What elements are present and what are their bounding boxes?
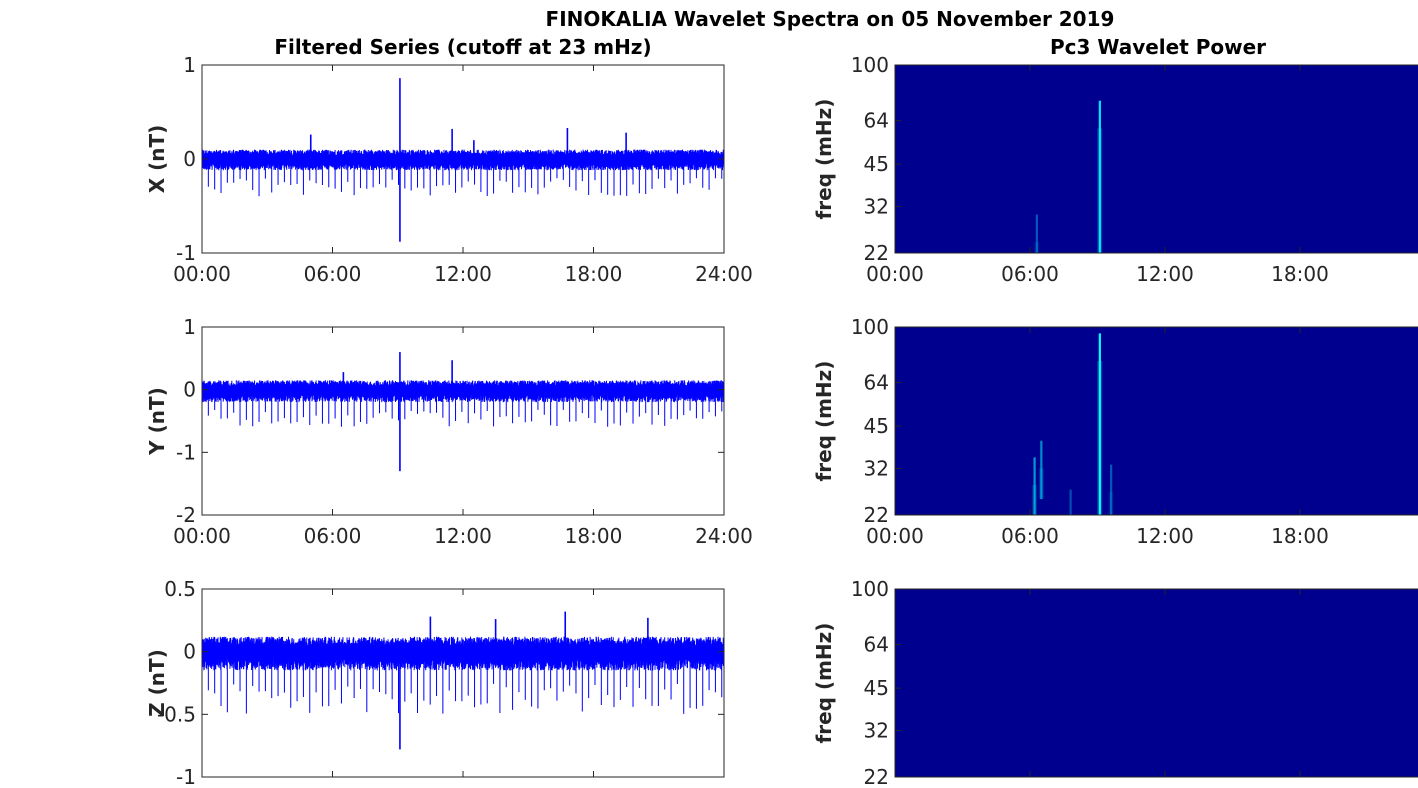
power-glow [1034, 242, 1040, 253]
y-axis-label: X (nT) [145, 125, 169, 194]
y-axis-label: freq (mHz) [812, 623, 836, 744]
plot-content [202, 611, 724, 750]
y-tick-label: 1 [183, 315, 196, 339]
y-tick-label: -1 [176, 241, 196, 265]
y-axis-label: Z (nT) [145, 649, 169, 717]
y-tick-label: -1 [176, 440, 196, 464]
power-glow [1038, 468, 1044, 500]
x-tick-label: 00:00 [173, 524, 231, 548]
plot-content [202, 352, 724, 472]
x-tick-label: 12:00 [434, 262, 492, 286]
spectrum-background [895, 327, 1418, 515]
x-tick-label: 18:00 [565, 262, 623, 286]
panel-filtered-x: 1 0 -100:00 06:00 12:00 18:00 24:00 X (nT) [145, 53, 753, 286]
y-tick-label: 0 [183, 378, 196, 402]
y-tick-label: 64 [864, 370, 889, 394]
x-tick-label: 18:00 [565, 524, 623, 548]
y-tick-label: 45 [864, 676, 889, 700]
x-tick-label: 18:00 [1271, 524, 1329, 548]
power-streak [1035, 214, 1038, 253]
x-tick-label: 00:00 [866, 524, 924, 548]
y-tick-label: 1 [183, 53, 196, 77]
y-tick-label: 32 [864, 456, 889, 480]
y-tick-label: 22 [864, 241, 889, 265]
x-tick-label: 00:00 [173, 262, 231, 286]
axes-frame [201, 326, 725, 516]
y-axis-label: Y (nT) [145, 387, 169, 456]
power-streak [1110, 464, 1113, 515]
y-tick-label: 64 [864, 108, 889, 132]
figure-title: FINOKALIA Wavelet Spectra on 05 November… [546, 7, 1115, 31]
power-streak [1098, 333, 1101, 515]
power-streak [1033, 457, 1036, 515]
x-tick-label: 06:00 [304, 262, 362, 286]
y-tick-label: -0.5 [157, 702, 196, 726]
y-tick-label: -1 [176, 765, 196, 788]
power-glow [1108, 492, 1114, 515]
y-tick-label: 45 [864, 152, 889, 176]
y-tick-label: 32 [864, 194, 889, 218]
x-tick-label: 12:00 [434, 524, 492, 548]
y-tick-label: 22 [864, 765, 889, 788]
plot-content [895, 65, 1418, 253]
y-tick-label: 0 [183, 640, 196, 664]
y-tick-label: 100 [851, 315, 889, 339]
right-column-title: Pc3 Wavelet Power [1050, 35, 1266, 59]
power-streak [1069, 489, 1072, 515]
spectrum-background [895, 65, 1418, 253]
x-tick-label: 12:00 [1136, 524, 1194, 548]
y-tick-label: 100 [851, 577, 889, 601]
y-tick-label: 32 [864, 718, 889, 742]
power-streak [1040, 440, 1043, 500]
x-tick-label: 00:00 [866, 262, 924, 286]
x-tick-label: 06:00 [1001, 524, 1059, 548]
series-line [202, 636, 724, 714]
y-tick-label: 0.5 [164, 577, 196, 601]
x-tick-label: 24:00 [695, 262, 753, 286]
y-tick-label: 22 [864, 503, 889, 527]
power-glow [1097, 128, 1103, 253]
power-glow [1032, 485, 1037, 515]
y-tick-label: -2 [176, 503, 196, 527]
y-axis-label: freq (mHz) [812, 99, 836, 220]
y-tick-label: 45 [864, 414, 889, 438]
y-tick-label: 0 [183, 147, 196, 171]
panel-wavelet-z: 100 64 45 32 22 freq (mHz) [812, 577, 1418, 788]
x-tick-label: 06:00 [1001, 262, 1059, 286]
plot-content [202, 78, 724, 242]
x-tick-label: 24:00 [695, 524, 753, 548]
series-line [202, 380, 724, 427]
power-glow [1097, 361, 1103, 515]
power-streak [1098, 100, 1101, 253]
plot-content [895, 589, 1418, 777]
x-tick-label: 12:00 [1136, 262, 1194, 286]
left-column-title: Filtered Series (cutoff at 23 mHz) [274, 35, 651, 59]
plot-content [895, 327, 1418, 515]
x-tick-label: 18:00 [1271, 262, 1329, 286]
y-axis-label: freq (mHz) [812, 361, 836, 482]
series-line [202, 149, 724, 197]
panel-filtered-y: 1 0 -1 -200:00 06:00 12:00 18:00 24:00 Y (nT) [145, 315, 753, 548]
x-tick-label: 06:00 [304, 524, 362, 548]
spectrum-background [895, 589, 1418, 777]
plot-area: 10-100:00 06:00 12:00 18:00 24:00X (nT)10-1-… [145, 53, 1418, 788]
y-tick-label: 100 [851, 53, 889, 77]
y-tick-label: 64 [864, 632, 889, 656]
panel-filtered-z: 0.5 0 -0.5 -1 Z (nT) [145, 577, 725, 788]
